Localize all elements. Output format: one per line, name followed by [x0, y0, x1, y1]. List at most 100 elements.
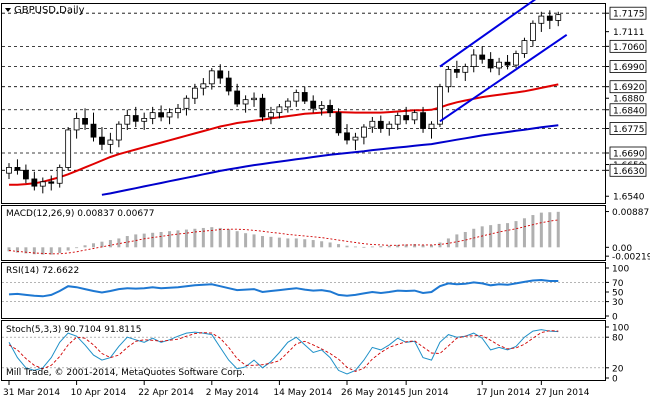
candle-body: [226, 78, 231, 91]
macd-histogram-bar: [253, 234, 256, 247]
candle-body: [454, 69, 459, 72]
price-tick-label: 1.6880: [613, 95, 645, 105]
macd-histogram-bar: [557, 212, 560, 247]
candle[interactable]: [514, 51, 519, 68]
candle-body: [277, 107, 282, 113]
macd-histogram-bar: [185, 230, 188, 248]
stoch-axis-label: 0: [612, 375, 618, 385]
macd-histogram-bar: [109, 240, 112, 247]
candle-body: [209, 71, 214, 84]
macd-histogram-bar: [177, 230, 180, 247]
candle-body: [471, 55, 476, 67]
candle-body: [556, 15, 561, 21]
price-tick-label: 1.6540: [613, 193, 645, 203]
macd-histogram-bar: [346, 246, 349, 248]
candle-body: [480, 55, 485, 59]
candle-body: [125, 116, 130, 125]
candle-body: [370, 121, 375, 127]
candle-body: [336, 113, 341, 133]
candle-body: [285, 101, 290, 107]
candle-body: [404, 116, 409, 120]
macd-histogram-bar: [117, 238, 120, 247]
macd-histogram-bar: [455, 234, 458, 247]
candle-body: [235, 91, 240, 104]
macd-histogram-bar: [92, 243, 95, 247]
macd-histogram-bar: [388, 246, 391, 248]
price-tick-label: 1.7111: [613, 28, 645, 38]
candle-body: [547, 16, 552, 20]
macd-histogram-bar: [75, 247, 78, 248]
macd-histogram-bar: [269, 237, 272, 247]
macd-histogram-bar: [219, 228, 222, 247]
macd-histogram-bar: [337, 244, 340, 247]
time-axis-label: 5 Jun 2014: [400, 388, 449, 398]
candle-body: [514, 54, 519, 66]
candle[interactable]: [260, 94, 265, 121]
macd-histogram-bar: [295, 238, 298, 247]
macd-histogram-bar: [523, 218, 526, 247]
price-tick-label: 1.7175: [613, 10, 645, 20]
macd-histogram-bar: [548, 212, 551, 247]
macd-histogram-bar: [84, 245, 87, 247]
macd-histogram-bar: [303, 239, 306, 247]
candle-body: [218, 71, 223, 78]
candle-body: [412, 113, 417, 120]
candle-body: [116, 124, 121, 140]
time-axis-label: 27 Jun 2014: [535, 388, 589, 398]
candle-body: [488, 59, 493, 68]
rsi-axis-label: 100: [612, 265, 629, 275]
candle-body: [192, 88, 197, 98]
candle-body: [522, 41, 527, 54]
time-axis-label: 14 May 2014: [273, 388, 332, 398]
macd-histogram-bar: [371, 247, 374, 248]
candle-body: [32, 179, 37, 186]
macd-histogram-bar: [168, 231, 171, 247]
candle[interactable]: [66, 127, 71, 170]
macd-histogram-bar: [160, 232, 163, 247]
candle-body: [437, 87, 442, 124]
candle-body: [345, 133, 350, 140]
candle-body: [395, 116, 400, 125]
macd-histogram-bar: [329, 242, 332, 247]
candle-body: [361, 127, 366, 137]
candle-body: [421, 113, 426, 129]
rsi-label: RSI(14) 72.6622: [6, 266, 79, 276]
macd-histogram-bar: [498, 224, 501, 247]
rsi-axis-label: 70: [612, 279, 624, 289]
candle-body: [133, 116, 138, 122]
macd-histogram-bar: [320, 241, 323, 247]
stoch-axis-label: 20: [612, 364, 624, 374]
macd-histogram-bar: [227, 229, 230, 247]
macd-histogram-bar: [540, 213, 543, 248]
candle-body: [319, 105, 324, 108]
macd-histogram-bar: [481, 226, 484, 247]
candle[interactable]: [336, 108, 341, 135]
candle-body: [15, 167, 20, 170]
candle-body: [387, 124, 392, 128]
time-axis-label: 22 Apr 2014: [138, 388, 194, 398]
macd-histogram-bar: [261, 236, 264, 247]
macd-histogram-bar: [362, 247, 365, 248]
candle-body: [99, 137, 104, 144]
candle-body: [57, 167, 62, 183]
macd-histogram-bar: [379, 246, 382, 247]
candle-body: [150, 113, 155, 119]
macd-histogram-bar: [58, 247, 61, 253]
candle-body: [23, 170, 28, 179]
macd-histogram-bar: [143, 234, 146, 248]
candle-body: [7, 167, 12, 173]
rsi-axis-label: 0: [612, 313, 618, 323]
candle-body: [159, 113, 164, 117]
candle-body: [243, 100, 248, 104]
candle-body: [311, 101, 316, 108]
candle-body: [66, 130, 71, 167]
candle-body: [142, 118, 147, 121]
candle-body: [378, 121, 383, 128]
price-tick-label: 1.6690: [613, 150, 645, 160]
price-tick-label: 1.6990: [613, 63, 645, 73]
time-axis-label: 31 Mar 2014: [3, 388, 60, 398]
time-axis-label: 17 Jun 2014: [476, 388, 530, 398]
